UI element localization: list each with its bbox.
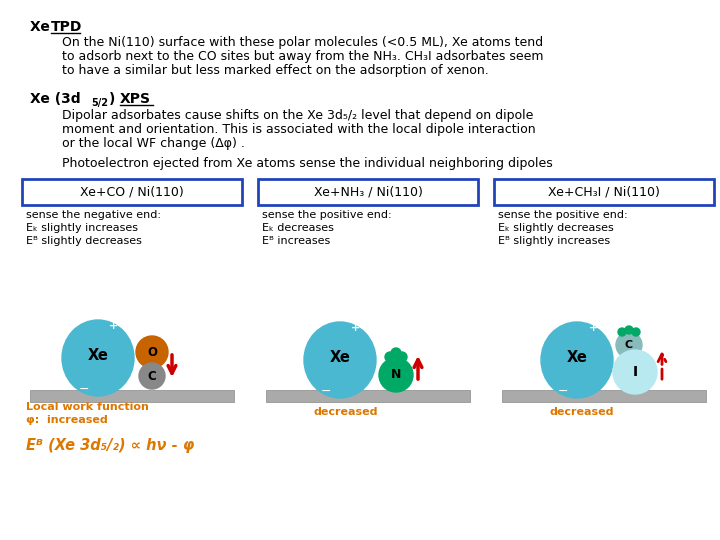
FancyBboxPatch shape (22, 179, 242, 205)
Text: N: N (391, 368, 401, 381)
Text: Xe: Xe (330, 350, 351, 366)
Text: −: − (78, 382, 89, 395)
Text: Eᴮ slightly decreases: Eᴮ slightly decreases (26, 236, 142, 246)
Text: sense the positive end:: sense the positive end: (498, 210, 628, 220)
Text: +: + (351, 323, 361, 333)
Text: I: I (632, 365, 638, 379)
Text: Eₖ decreases: Eₖ decreases (262, 223, 334, 233)
Circle shape (618, 328, 626, 336)
Text: decreased: decreased (549, 407, 613, 417)
Text: sense the negative end:: sense the negative end: (26, 210, 161, 220)
Text: C: C (148, 369, 156, 382)
Circle shape (385, 352, 395, 362)
Text: Dipolar adsorbates cause shifts on the Xe 3d₅/₂ level that depend on dipole: Dipolar adsorbates cause shifts on the X… (62, 109, 534, 122)
Text: Xe (3d: Xe (3d (30, 92, 81, 106)
Ellipse shape (304, 322, 376, 398)
Ellipse shape (62, 320, 134, 396)
Circle shape (136, 336, 168, 368)
Text: Xe+CO / Ni(110): Xe+CO / Ni(110) (80, 186, 184, 199)
Circle shape (391, 348, 401, 358)
Circle shape (625, 326, 633, 334)
Text: Local work function: Local work function (26, 402, 149, 412)
Text: to have a similar but less marked effect on the adsorption of xenon.: to have a similar but less marked effect… (62, 64, 489, 77)
Text: Eₖ slightly increases: Eₖ slightly increases (26, 223, 138, 233)
Text: +: + (109, 321, 119, 331)
Bar (30, 390, 234, 402)
Bar (266, 390, 470, 402)
FancyBboxPatch shape (494, 179, 714, 205)
Text: Xe: Xe (567, 350, 588, 366)
Text: Xe: Xe (30, 20, 55, 34)
Bar (502, 390, 706, 402)
Text: 5/2: 5/2 (91, 98, 108, 108)
Text: sense the positive end:: sense the positive end: (262, 210, 392, 220)
Ellipse shape (541, 322, 613, 398)
Text: Photoelectron ejected from Xe atoms sense the individual neighboring dipoles: Photoelectron ejected from Xe atoms sens… (62, 157, 553, 170)
Text: On the Ni(110) surface with these polar molecules (<0.5 ML), Xe atoms tend: On the Ni(110) surface with these polar … (62, 36, 543, 49)
Text: Xe+CH₃I / Ni(110): Xe+CH₃I / Ni(110) (548, 186, 660, 199)
Text: Eᴮ slightly increases: Eᴮ slightly increases (498, 236, 610, 246)
Text: Xe+NH₃ / Ni(110): Xe+NH₃ / Ni(110) (314, 186, 423, 199)
Text: to adsorb next to the CO sites but away from the NH₃. CH₃I adsorbates seem: to adsorb next to the CO sites but away … (62, 50, 544, 63)
Text: or the local WF change (Δφ) .: or the local WF change (Δφ) . (62, 137, 245, 150)
Text: φ:  increased: φ: increased (26, 415, 108, 425)
Text: C: C (625, 340, 633, 350)
FancyBboxPatch shape (258, 179, 478, 205)
Text: XPS: XPS (120, 92, 151, 106)
Circle shape (632, 328, 640, 336)
Circle shape (379, 358, 413, 392)
Text: O: O (147, 346, 157, 359)
Circle shape (397, 352, 407, 362)
Text: ): ) (109, 92, 120, 106)
Text: TPD: TPD (51, 20, 82, 34)
Text: +: + (588, 323, 598, 333)
Circle shape (139, 363, 165, 389)
Text: Eᴮ (Xe 3d₅/₂) ∝ hν - φ: Eᴮ (Xe 3d₅/₂) ∝ hν - φ (26, 438, 194, 453)
Text: −: − (558, 384, 568, 397)
Text: Eₖ slightly decreases: Eₖ slightly decreases (498, 223, 613, 233)
Circle shape (613, 350, 657, 394)
Text: −: − (320, 384, 331, 397)
Circle shape (616, 332, 642, 358)
Text: decreased: decreased (313, 407, 377, 417)
Text: Eᴮ increases: Eᴮ increases (262, 236, 330, 246)
Text: Xe: Xe (88, 348, 109, 363)
Text: moment and orientation. This is associated with the local dipole interaction: moment and orientation. This is associat… (62, 123, 536, 136)
